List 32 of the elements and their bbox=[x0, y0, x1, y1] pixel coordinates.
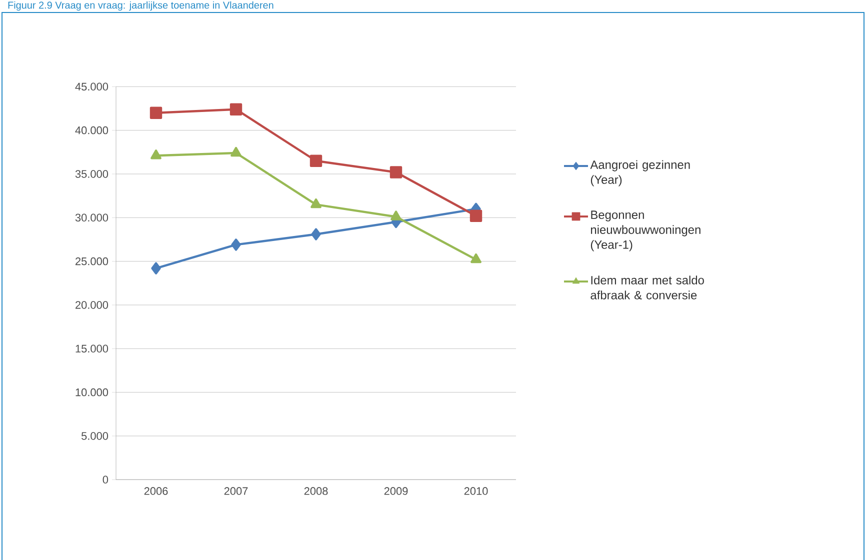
y-tick-label: 35.000 bbox=[75, 170, 108, 178]
legend-label: Idem maar met saldo afbraak & conversie bbox=[590, 276, 704, 300]
point bbox=[231, 238, 241, 251]
point bbox=[390, 166, 402, 178]
x-tick-label: 2008 bbox=[304, 487, 328, 495]
point bbox=[151, 262, 161, 274]
point bbox=[230, 146, 242, 157]
x-tick-label: 2006 bbox=[144, 487, 168, 495]
y-tick-label: 5.000 bbox=[82, 432, 108, 440]
y-tick-label: 0 bbox=[102, 476, 108, 484]
x-tick-label: 2007 bbox=[224, 487, 248, 495]
point bbox=[310, 198, 322, 208]
x-tick-label: 2010 bbox=[464, 487, 488, 495]
y-tick-label: 10.000 bbox=[76, 388, 108, 396]
y-tick-label: 30.000 bbox=[75, 214, 108, 222]
y-tick-label: 40.000 bbox=[75, 126, 108, 134]
point bbox=[390, 210, 402, 220]
point bbox=[150, 150, 162, 160]
x-tick-label: 2009 bbox=[384, 487, 408, 495]
point bbox=[310, 154, 322, 167]
legend-label: Aangroei gezinnen (Year) bbox=[590, 160, 690, 186]
y-tick-label: 25.000 bbox=[76, 257, 108, 266]
point bbox=[150, 106, 162, 119]
point bbox=[470, 210, 482, 222]
y-tick-label: 20.000 bbox=[76, 301, 108, 309]
point bbox=[230, 103, 242, 116]
y-tick-label: 45.000 bbox=[75, 82, 108, 91]
chart-title: Figuur 2.9 Vraag en vraag: jaarlijkse toename in Vlaanderen bbox=[8, 1, 274, 11]
point bbox=[311, 228, 321, 240]
legend-label: Begonnen nieuwbouwwoningen (Year-1) bbox=[590, 210, 700, 252]
y-tick-label: 15.000 bbox=[76, 344, 108, 353]
point bbox=[470, 253, 482, 264]
